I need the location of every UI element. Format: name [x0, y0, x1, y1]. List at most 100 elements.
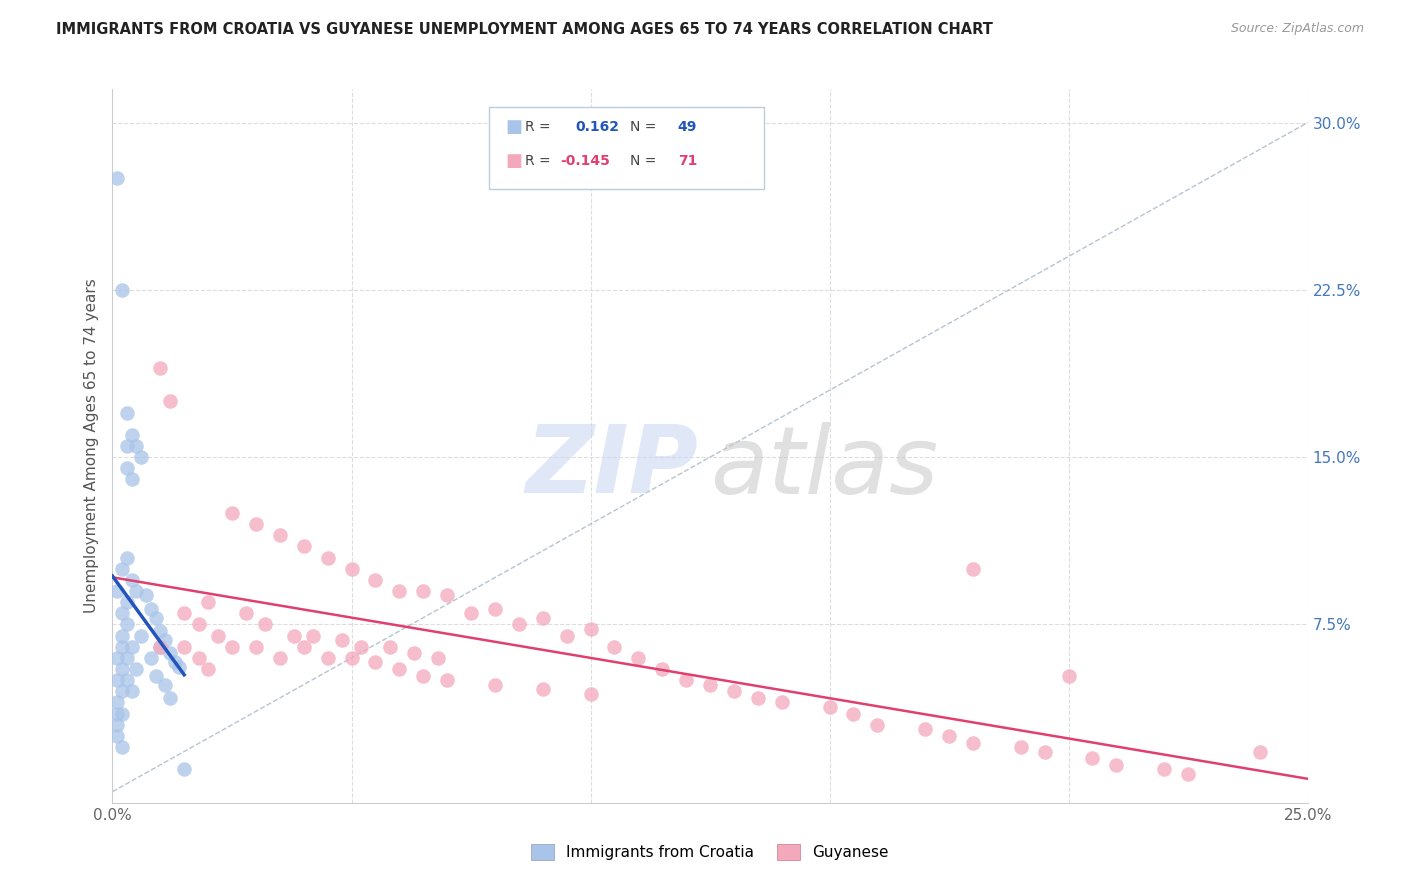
- Point: [111, 740, 134, 755]
- Point: [302, 628, 325, 642]
- Point: [121, 684, 143, 698]
- Point: [125, 439, 148, 453]
- Point: [115, 405, 138, 419]
- Point: [111, 706, 134, 721]
- Point: [125, 583, 148, 598]
- Point: [105, 651, 128, 665]
- Point: [105, 696, 128, 710]
- Point: [207, 628, 229, 642]
- Point: [723, 684, 745, 698]
- Point: [842, 706, 865, 721]
- Text: 71: 71: [678, 153, 697, 168]
- Point: [105, 729, 128, 743]
- Point: [340, 562, 363, 576]
- Text: ■: ■: [506, 118, 523, 136]
- Point: [159, 690, 181, 705]
- Point: [962, 735, 984, 749]
- Point: [173, 640, 195, 654]
- Point: [149, 360, 172, 375]
- Point: [245, 517, 267, 532]
- Point: [129, 450, 152, 464]
- Point: [292, 640, 315, 654]
- Text: ■: ■: [506, 152, 523, 169]
- Point: [269, 528, 291, 542]
- Point: [1153, 762, 1175, 776]
- Point: [962, 562, 984, 576]
- Point: [129, 628, 152, 642]
- Point: [121, 573, 143, 587]
- Point: [169, 660, 191, 674]
- Text: IMMIGRANTS FROM CROATIA VS GUYANESE UNEMPLOYMENT AMONG AGES 65 TO 74 YEARS CORRE: IMMIGRANTS FROM CROATIA VS GUYANESE UNEM…: [56, 22, 993, 37]
- Point: [603, 640, 626, 654]
- Point: [245, 640, 267, 654]
- Point: [1177, 767, 1199, 781]
- Point: [173, 607, 195, 621]
- Point: [484, 601, 506, 615]
- Point: [770, 696, 793, 710]
- Point: [105, 171, 128, 186]
- Point: [111, 607, 134, 621]
- Point: [187, 617, 209, 632]
- Text: R =: R =: [524, 120, 555, 134]
- Point: [221, 640, 243, 654]
- Text: atlas: atlas: [710, 422, 938, 513]
- Text: R =: R =: [524, 153, 555, 168]
- Point: [316, 651, 339, 665]
- Point: [139, 651, 162, 665]
- Point: [283, 628, 305, 642]
- Text: 49: 49: [678, 120, 697, 134]
- Point: [508, 617, 530, 632]
- Point: [1057, 669, 1080, 683]
- Point: [364, 655, 387, 669]
- Point: [627, 651, 650, 665]
- Point: [531, 610, 554, 624]
- Point: [579, 687, 602, 701]
- Point: [269, 651, 291, 665]
- Point: [115, 461, 138, 475]
- Point: [159, 394, 181, 409]
- Point: [460, 607, 482, 621]
- Point: [163, 655, 186, 669]
- FancyBboxPatch shape: [489, 107, 763, 189]
- Point: [105, 706, 128, 721]
- Point: [197, 595, 219, 609]
- Point: [145, 669, 167, 683]
- Point: [145, 610, 167, 624]
- Point: [1010, 740, 1032, 755]
- Point: [121, 472, 143, 486]
- Point: [115, 673, 138, 687]
- Point: [426, 651, 449, 665]
- Point: [111, 662, 134, 676]
- Point: [105, 717, 128, 731]
- Point: [111, 283, 134, 297]
- Point: [197, 662, 219, 676]
- Point: [115, 550, 138, 565]
- Point: [221, 506, 243, 520]
- Y-axis label: Unemployment Among Ages 65 to 74 years: Unemployment Among Ages 65 to 74 years: [84, 278, 100, 614]
- Point: [115, 439, 138, 453]
- Point: [121, 427, 143, 442]
- Point: [402, 646, 425, 660]
- Point: [105, 583, 128, 598]
- Point: [579, 622, 602, 636]
- Point: [412, 583, 434, 598]
- Point: [747, 690, 769, 705]
- Point: [115, 595, 138, 609]
- Point: [149, 640, 172, 654]
- Point: [531, 681, 554, 696]
- Point: [364, 573, 387, 587]
- Point: [938, 729, 960, 743]
- Point: [153, 633, 176, 648]
- Point: [340, 651, 363, 665]
- Point: [115, 651, 138, 665]
- Text: N =: N =: [630, 120, 661, 134]
- Point: [378, 640, 401, 654]
- Point: [388, 583, 411, 598]
- Point: [254, 617, 277, 632]
- Point: [111, 628, 134, 642]
- Point: [187, 651, 209, 665]
- Point: [330, 633, 353, 648]
- Text: -0.145: -0.145: [561, 153, 610, 168]
- Point: [111, 562, 134, 576]
- Point: [436, 589, 458, 603]
